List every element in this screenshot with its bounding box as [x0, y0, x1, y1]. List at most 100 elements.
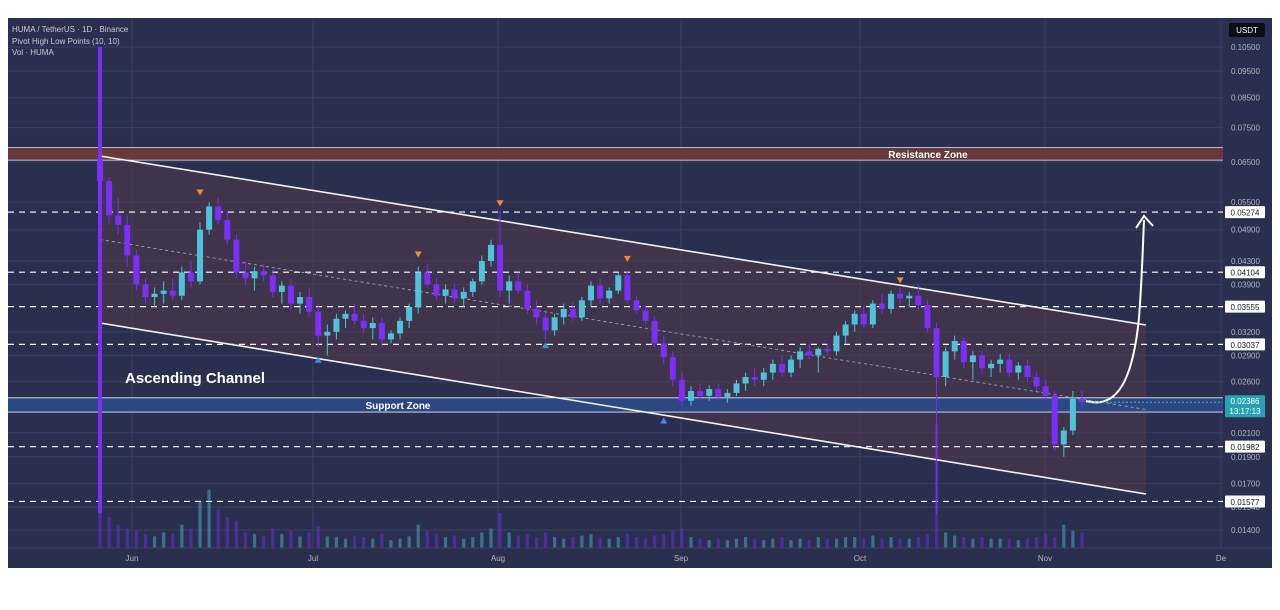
pivot-low-icon [314, 356, 322, 363]
candle [506, 275, 513, 304]
candle [378, 317, 385, 348]
volume-bar [743, 537, 748, 548]
volume-bar [307, 532, 311, 548]
candle [915, 284, 922, 311]
volume-bar [289, 530, 293, 548]
volume-bar [834, 538, 839, 548]
volume-bar [389, 540, 393, 548]
volume-bar [262, 536, 266, 548]
candle [278, 281, 285, 304]
candle [578, 297, 585, 321]
volume-bars [98, 408, 1084, 548]
x-tick-label: Oct [854, 554, 867, 563]
volume-bar [998, 538, 1002, 548]
volume-bar [671, 530, 675, 548]
candle [1006, 353, 1013, 378]
candle [142, 278, 149, 304]
currency-label: USDT [1236, 26, 1258, 35]
volume-bar [116, 524, 120, 548]
candle [569, 302, 576, 321]
y-tick-label: 0.04300 [1231, 257, 1260, 266]
candle [478, 255, 485, 285]
chart-frame: Ascending Channel Resistance Zone Support… [8, 18, 1272, 568]
volume-bar [680, 528, 684, 548]
channel-median-line [99, 239, 1147, 410]
candle [206, 202, 213, 235]
volume-bar [298, 536, 302, 548]
indicator-volume[interactable]: Vol · HUMA [12, 48, 54, 57]
candle [415, 266, 422, 314]
candle [315, 303, 322, 348]
candle [306, 287, 313, 318]
price-chart[interactable]: Ascending Channel Resistance Zone Support… [8, 18, 1272, 568]
y-tick-label: 0.01540 [1231, 503, 1260, 512]
candle [560, 303, 567, 325]
volume-bar [425, 530, 429, 548]
candle [842, 320, 849, 344]
volume-bar [1025, 538, 1030, 548]
symbol-line[interactable]: HUMA / TetherUS · 1D · Binance [12, 25, 129, 34]
y-axis[interactable]: 0.10500 0.09500 0.08500 0.07500 0.06500 0.055… [1223, 18, 1272, 568]
candle [733, 379, 740, 396]
volume-bar [1053, 537, 1057, 548]
candle [551, 313, 558, 336]
volume-bar [616, 537, 620, 548]
volume-bar [944, 532, 948, 548]
level-tag [1225, 338, 1265, 351]
candle [669, 351, 676, 387]
candle [187, 261, 194, 288]
volume-bar [916, 537, 920, 548]
candle [606, 287, 613, 304]
volume-bar [716, 538, 720, 548]
volume-bar [362, 537, 366, 548]
candle [697, 383, 704, 401]
volume-bar [498, 513, 502, 548]
candle [642, 304, 649, 325]
candle [160, 281, 167, 304]
candle [1042, 379, 1049, 401]
volume-bar [925, 534, 930, 548]
volume-bar [771, 538, 775, 548]
candle [124, 215, 131, 267]
volume-bar [662, 534, 666, 548]
volume-bar [989, 538, 993, 548]
candle [360, 313, 367, 334]
candle [1069, 391, 1076, 436]
volume-bar [180, 524, 184, 548]
level-tag [1225, 300, 1265, 313]
volume-bar [234, 520, 238, 548]
candle [369, 317, 376, 340]
channel-upper-line[interactable] [99, 155, 1147, 326]
volume-bar [798, 538, 802, 548]
candle [933, 323, 940, 514]
currency-badge[interactable]: USDT [1229, 23, 1265, 37]
volume-bar [1080, 532, 1084, 548]
candle [269, 269, 276, 298]
volume-bar [789, 540, 793, 548]
volume-bar [471, 537, 475, 548]
candle [515, 272, 522, 294]
y-tick-label: 0.03200 [1231, 328, 1260, 337]
volume-bar [398, 538, 402, 548]
volume-bar [889, 537, 893, 548]
volume-bar [534, 537, 539, 548]
volume-bar [271, 528, 275, 548]
volume-bar [643, 538, 648, 548]
indicator-pivot[interactable]: Pivot High Low Points (10, 10) [12, 36, 120, 46]
candle [760, 368, 767, 387]
candle [224, 210, 231, 245]
volume-bar [171, 534, 175, 548]
candle [387, 330, 394, 344]
candle [1015, 362, 1022, 380]
volume-bar [380, 534, 384, 548]
volume-bar [589, 534, 593, 548]
volume-bar [134, 530, 138, 548]
channel-lower-line[interactable] [99, 322, 1147, 495]
pivot-low-icon [542, 342, 550, 349]
candle [988, 359, 995, 378]
candle [878, 293, 885, 314]
candle [797, 347, 804, 369]
volume-bar [1062, 524, 1066, 548]
x-axis[interactable]: Jun Jul Aug Sep Oct Nov De [8, 547, 1272, 568]
level-tag-value: 0.03555 [1231, 303, 1260, 312]
